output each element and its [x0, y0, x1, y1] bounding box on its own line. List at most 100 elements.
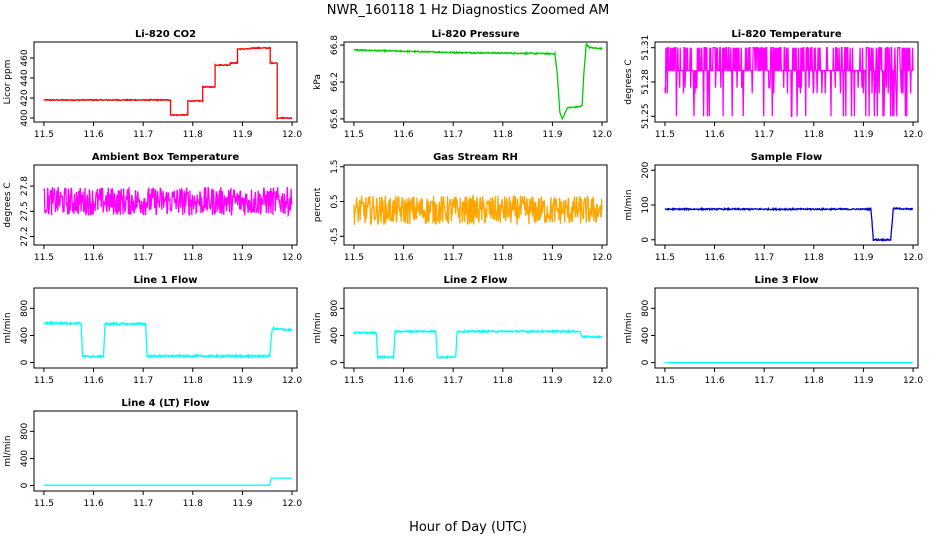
- x-tick-label: 11.7: [754, 130, 774, 140]
- y-tick-label: 51.25: [641, 103, 651, 129]
- y-axis-label: ml/min: [624, 312, 634, 343]
- x-tick-label: 11.6: [84, 253, 104, 263]
- x-tick-label: 11.9: [542, 130, 562, 140]
- x-tick-label: 12.0: [592, 253, 612, 263]
- y-tick-label: 400: [20, 327, 30, 344]
- y-tick-label: 51.28: [641, 69, 651, 95]
- x-tick-label: 11.5: [34, 130, 54, 140]
- series-line: [43, 46, 293, 121]
- plot-frame: [343, 287, 608, 369]
- series-line: [353, 328, 603, 361]
- y-axis-label: percent: [313, 187, 323, 222]
- x-tick-label: 11.9: [232, 376, 252, 386]
- x-tick-label: 11.9: [232, 253, 252, 263]
- x-tick-label: 11.8: [183, 376, 203, 386]
- y-axis-label: ml/min: [3, 435, 13, 466]
- y-tick-label: 200: [641, 161, 651, 178]
- panel-title: Line 1 Flow: [134, 275, 198, 286]
- y-tick-label: 27.5: [20, 201, 30, 221]
- series-line: [43, 320, 293, 360]
- panel-5: Sample Flow ml/min 11.5 11.6 11.7 11.8 11.9 12.…: [624, 152, 923, 263]
- x-tick-label: 12.0: [282, 376, 302, 386]
- y-tick-label: 1.5: [330, 160, 340, 174]
- y-tick-label: 65.6: [330, 109, 340, 129]
- x-tick-label: 11.7: [754, 253, 774, 263]
- y-tick-label: -0.5: [330, 228, 340, 246]
- plot-frame: [654, 164, 919, 246]
- plot-frame: [33, 287, 298, 369]
- series-line: [664, 47, 914, 117]
- x-tick-label: 11.6: [394, 130, 414, 140]
- x-tick-label: 12.0: [903, 253, 923, 263]
- panel-title: Ambient Box Temperature: [92, 152, 239, 163]
- x-tick-label: 11.6: [705, 130, 725, 140]
- x-tick-label: 11.8: [493, 253, 513, 263]
- x-tick-label: 11.9: [542, 376, 562, 386]
- panel-2: Li-820 Temperature degrees C 11.5 11.6 11.7 1…: [624, 29, 923, 140]
- x-tick-label: 12.0: [282, 253, 302, 263]
- y-axis-label: degrees C: [3, 182, 13, 227]
- x-tick-label: 11.7: [133, 253, 153, 263]
- series-line: [353, 193, 603, 225]
- x-tick-label: 12.0: [282, 130, 302, 140]
- x-tick-label: 11.8: [493, 130, 513, 140]
- panels: Li-820 CO2 Licor ppm 11.5 11.6 11.7 11.8 11.9 1…: [3, 29, 923, 509]
- x-tick-label: 12.0: [592, 130, 612, 140]
- x-tick-label: 12.0: [903, 376, 923, 386]
- panel-title: Line 3 Flow: [755, 275, 819, 286]
- x-tick-label: 11.9: [232, 130, 252, 140]
- x-tick-label: 11.5: [34, 499, 54, 509]
- panel-title: Gas Stream RH: [433, 152, 518, 163]
- x-tick-label: 11.6: [84, 130, 104, 140]
- y-tick-label: 0.5: [330, 194, 340, 208]
- x-tick-label: 11.5: [655, 376, 675, 386]
- series-line: [43, 477, 292, 486]
- x-tick-label: 11.8: [183, 499, 203, 509]
- panel-1: Li-820 Pressure kPa 11.5 11.6 11.7 11.8 11.9 12…: [313, 29, 612, 140]
- x-tick-label: 11.8: [493, 376, 513, 386]
- y-axis-label: ml/min: [313, 312, 323, 343]
- x-tick-label: 11.8: [804, 130, 824, 140]
- x-tick-label: 11.9: [542, 253, 562, 263]
- y-tick-label: 800: [20, 299, 30, 316]
- y-tick-label: 66.2: [330, 72, 340, 92]
- plot-frame: [654, 287, 919, 369]
- x-tick-label: 11.6: [84, 376, 104, 386]
- y-tick-label: 27.8: [20, 176, 30, 196]
- figure-xlabel: Hour of Day (UTC): [409, 520, 527, 535]
- series-line: [353, 43, 603, 121]
- x-tick-label: 12.0: [903, 130, 923, 140]
- y-tick-label: 0: [641, 359, 651, 365]
- x-tick-label: 11.7: [133, 376, 153, 386]
- x-tick-label: 12.0: [282, 499, 302, 509]
- plot-frame: [343, 164, 608, 246]
- x-tick-label: 11.6: [84, 499, 104, 509]
- panel-3: Ambient Box Temperature degrees C 11.5 11.6…: [3, 152, 302, 263]
- series-line: [664, 206, 914, 243]
- y-tick-label: 440: [20, 69, 30, 86]
- panel-8: Line 3 Flow ml/min 11.5 11.6 11.7 11.8 11.9 12.…: [624, 275, 923, 386]
- y-tick-label: 51.31: [641, 35, 651, 61]
- y-tick-label: 0: [330, 359, 340, 365]
- panel-title: Sample Flow: [751, 152, 823, 163]
- x-tick-label: 11.6: [705, 253, 725, 263]
- figure-title: NWR_160118 1 Hz Diagnostics Zoomed AM: [327, 3, 610, 18]
- y-axis-label: ml/min: [624, 189, 634, 220]
- x-tick-label: 11.6: [394, 253, 414, 263]
- x-tick-label: 11.5: [34, 253, 54, 263]
- panel-4: Gas Stream RH percent 11.5 11.6 11.7 11.8 11.9…: [313, 152, 612, 263]
- y-axis-label: ml/min: [3, 312, 13, 343]
- panel-title: Li-820 CO2: [135, 29, 196, 40]
- x-tick-label: 11.9: [853, 376, 873, 386]
- y-tick-label: 0: [20, 482, 30, 488]
- y-axis-label: Licor ppm: [3, 60, 13, 105]
- x-tick-label: 11.7: [133, 130, 153, 140]
- x-tick-label: 11.6: [705, 376, 725, 386]
- y-axis-label: degrees C: [624, 59, 634, 104]
- y-tick-label: 420: [20, 89, 30, 106]
- y-tick-label: 800: [641, 299, 651, 316]
- x-tick-label: 11.8: [804, 376, 824, 386]
- x-tick-label: 12.0: [592, 376, 612, 386]
- x-tick-label: 11.7: [443, 130, 463, 140]
